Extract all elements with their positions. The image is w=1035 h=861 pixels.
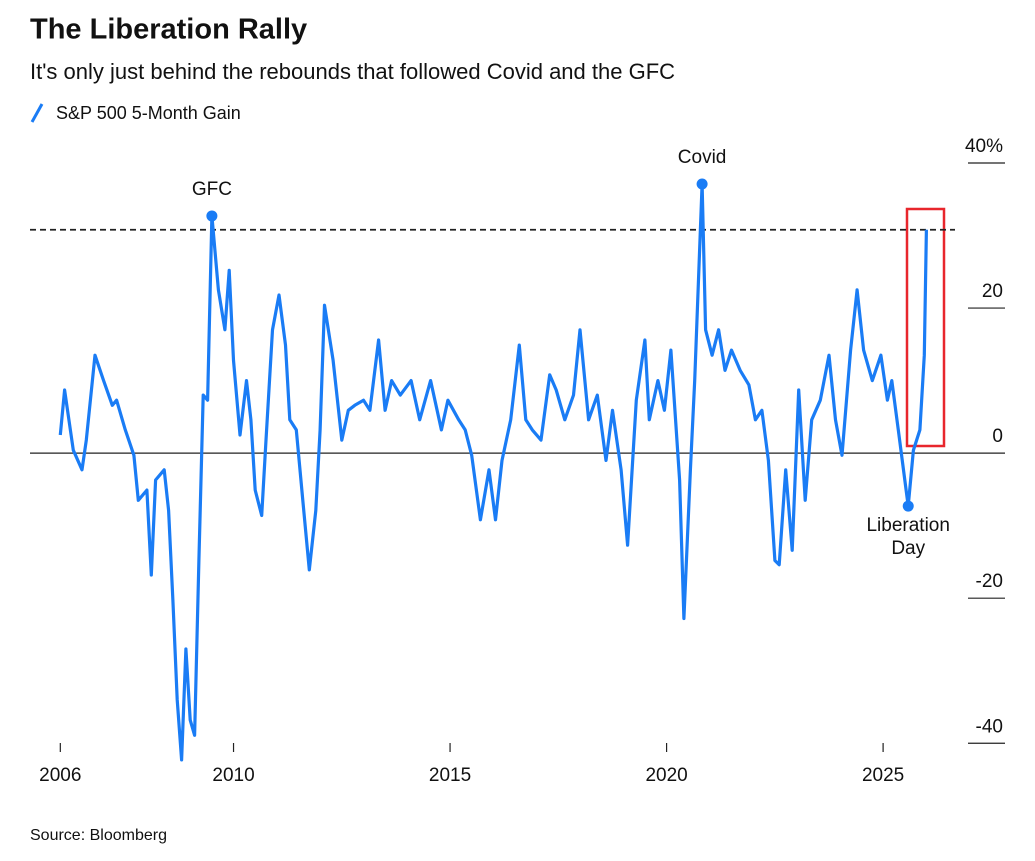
legend-label: S&P 500 5-Month Gain: [56, 103, 241, 123]
x-tick-label: 2015: [429, 765, 471, 786]
annotation-dot: [696, 178, 708, 190]
series-line: [58, 182, 928, 762]
annotation-dot: [902, 500, 914, 512]
y-tick-label: -40: [976, 716, 1003, 737]
x-tick-label: 2025: [862, 765, 904, 786]
annotation-dot: [206, 210, 218, 222]
chart-subtitle: It's only just behind the rebounds that …: [30, 59, 675, 84]
x-tick-label: 2006: [39, 765, 81, 786]
y-tick-label: 20: [982, 281, 1003, 302]
annotation-label: GFC: [191, 178, 232, 200]
annotation-label: Liberation Day: [866, 515, 950, 560]
chart-title: The Liberation Rally: [30, 14, 307, 46]
x-tick-label: 2010: [212, 765, 254, 786]
legend-swatch: [30, 103, 44, 123]
annotation-label: Covid: [677, 147, 727, 169]
y-tick-label: -20: [976, 571, 1003, 592]
highlight-box: [905, 207, 946, 448]
x-tick-label: 2020: [645, 765, 687, 786]
y-tick-label: 0: [992, 426, 1003, 447]
source: Source: Bloomberg: [30, 827, 167, 844]
y-tick-label: 40%: [965, 136, 1003, 157]
